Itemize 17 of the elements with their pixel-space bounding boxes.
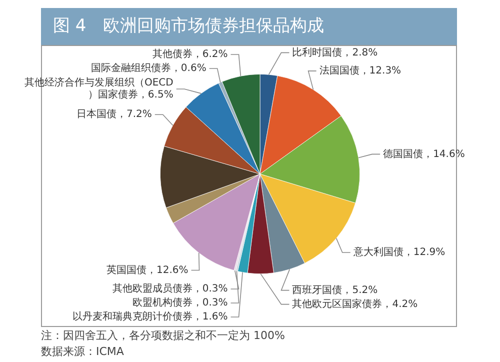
slice-label: 其他欧盟成员债券，0.3% — [112, 282, 228, 295]
slice-label: 其他经济合作与发展组织（OECD）国家债券，6.5% — [24, 76, 174, 101]
slice-label: 以丹麦和瑞典克朗计价债券，1.6% — [72, 310, 228, 323]
slice-label: 西班牙国债，5.2% — [292, 284, 378, 296]
slice-label: 比利时国债，2.8% — [292, 46, 378, 58]
slice-label: 日本国债，7.2% — [76, 108, 152, 120]
text: 注：因四舍五入，各分项数据之和不一定为 100% — [41, 328, 285, 344]
slice-label: 意大利国债，12.9% — [352, 246, 446, 258]
chart-title: 图 4 欧洲回购市场债券担保品构成 — [41, 8, 457, 45]
slice-label: 法国国债，12.3% — [319, 64, 402, 77]
slice-label: 德国国债，14.6% — [383, 148, 465, 160]
slice-label: 国际金融组织债券，0.6% — [90, 62, 206, 74]
source-note: 数据来源：ICMA — [41, 344, 125, 360]
slice-label: 其他欧元区国家债券，4.2% — [292, 298, 418, 310]
slice-label: 其他债券，6.2% — [152, 48, 228, 60]
slice-label: 欧盟机构债券，0.3% — [132, 296, 228, 309]
slice-label: 英国国债，12.6% — [106, 264, 188, 276]
